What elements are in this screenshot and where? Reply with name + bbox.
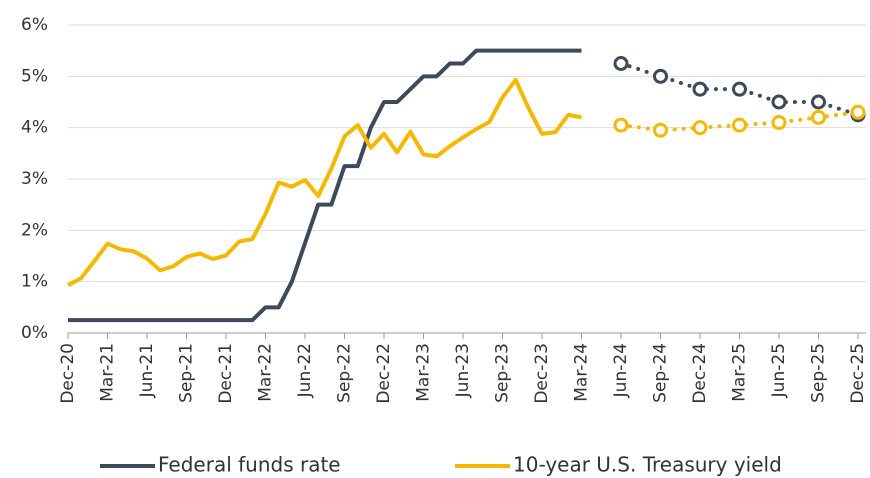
- projection-marker: [771, 115, 787, 131]
- x-tick-label: Sep-25: [809, 343, 829, 403]
- x-tick-label: Mar-21: [98, 343, 118, 402]
- x-tick-label: Jun-21: [137, 343, 157, 398]
- x-tick-label: Sep-23: [493, 343, 513, 403]
- x-tick-label: Dec-23: [532, 343, 552, 404]
- series-line: [68, 48, 582, 323]
- x-tick-label: Mar-22: [256, 343, 276, 402]
- projection-marker: [771, 94, 787, 110]
- x-tick-label: Sep-24: [651, 343, 671, 403]
- x-tick-label: Jun-24: [611, 343, 631, 398]
- y-tick-label: 0%: [21, 323, 48, 343]
- y-tick-label: 5%: [21, 66, 48, 86]
- projection-marker: [613, 117, 629, 133]
- x-tick-label: Jun-22: [295, 343, 315, 398]
- x-tick-label: Jun-23: [453, 343, 473, 398]
- x-tick-label: Mar-25: [730, 343, 750, 402]
- y-tick-label: 4%: [21, 118, 48, 138]
- y-tick-label: 6%: [21, 15, 48, 35]
- x-tick-label: Sep-22: [335, 343, 355, 403]
- projection-marker: [653, 68, 668, 84]
- x-tick-label: Sep-21: [177, 343, 197, 403]
- projection-marker: [732, 117, 747, 133]
- y-tick-label: 2%: [21, 220, 48, 240]
- projection-marker: [811, 109, 826, 125]
- x-tick-label: Jun-25: [769, 343, 789, 398]
- x-tick-label: Dec-24: [690, 343, 710, 404]
- x-tick-label: Dec-20: [58, 343, 78, 404]
- series-line: [67, 77, 582, 288]
- projection-marker: [613, 56, 629, 71]
- x-tick-label: Dec-22: [374, 343, 394, 404]
- projection-marker: [692, 120, 708, 136]
- y-tick-label: 3%: [21, 169, 48, 189]
- projection-marker: [732, 81, 747, 97]
- x-tick-label: Dec-21: [216, 343, 236, 404]
- x-tick-label: Dec-25: [848, 343, 868, 404]
- x-tick-label: Mar-24: [572, 343, 592, 402]
- legend-label: 10-year U.S. Treasury yield: [513, 453, 782, 477]
- y-tick-label: 1%: [21, 272, 48, 292]
- projection-marker: [653, 122, 668, 138]
- x-tick-label: Mar-23: [414, 343, 434, 402]
- projection-marker: [850, 104, 866, 120]
- legend-label: Federal funds rate: [158, 453, 341, 477]
- projection-marker: [692, 81, 708, 97]
- projection-marker: [811, 94, 826, 110]
